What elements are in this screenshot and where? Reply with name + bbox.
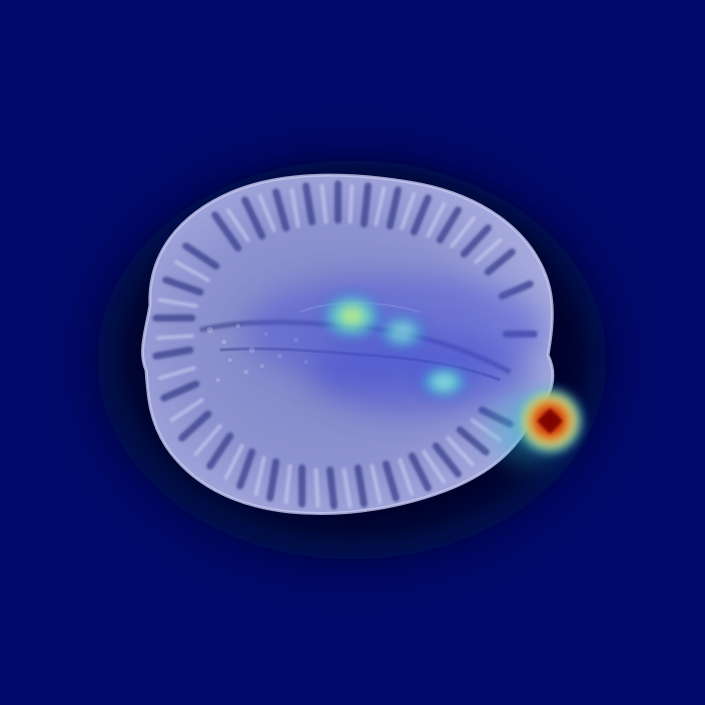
brain-slice [141,173,555,515]
heatspot-center-right [414,362,474,402]
gyri-highlights [156,184,502,508]
heatmap-overlay [318,290,584,462]
heatspot-core [537,408,563,434]
heatspot-center-left [318,290,386,342]
sulci-pattern [152,180,538,510]
heatspot-center [372,310,432,354]
